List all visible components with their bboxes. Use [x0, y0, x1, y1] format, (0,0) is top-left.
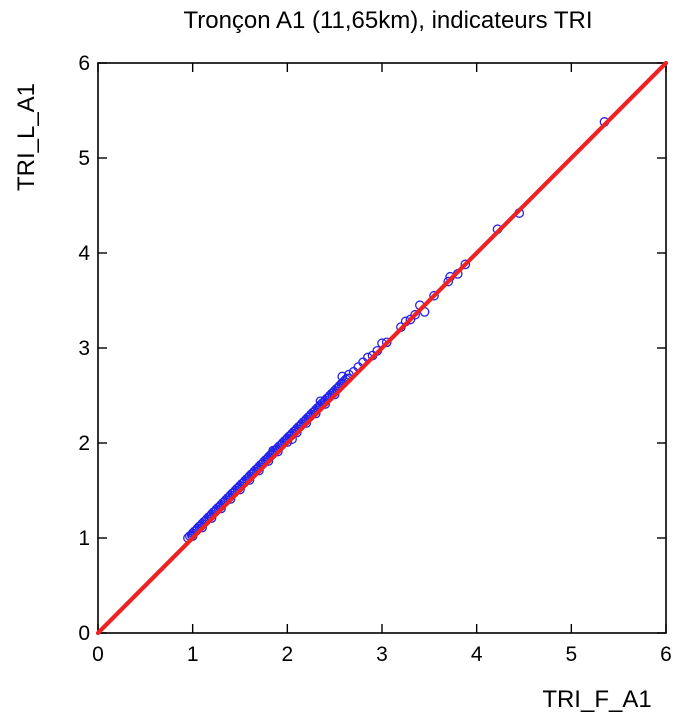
data-point-106 — [225, 494, 236, 504]
axis-ticks: 0 1 2 3 4 5 6 0 1 2 3 4 5 6 — [78, 52, 672, 666]
data-point-103 — [197, 522, 207, 533]
data-point-111 — [273, 446, 283, 457]
x-tick-label: 0 — [92, 643, 104, 666]
data-point-138 — [443, 276, 454, 287]
x-tick-label: 6 — [660, 643, 672, 666]
data-point-141 — [460, 259, 471, 270]
y-tick-label: 2 — [78, 432, 90, 455]
y-tick-label: 4 — [78, 242, 90, 265]
data-point-117 — [329, 389, 340, 400]
data-point-107 — [235, 484, 245, 495]
y-axis-label: TRI_L_A1 — [13, 83, 40, 191]
data-point-116 — [320, 399, 331, 409]
x-tick-label: 1 — [187, 643, 199, 666]
data-point-120 — [315, 396, 326, 407]
data-point-108 — [244, 475, 255, 485]
chart-title: Tronçon A1 (11,65km), indicateurs TRI — [183, 7, 592, 34]
data-point-114 — [301, 418, 312, 428]
x-tick-label: 4 — [471, 643, 483, 666]
data-point-137 — [429, 290, 439, 301]
x-tick-label: 2 — [281, 643, 293, 666]
y-tick-label: 6 — [78, 52, 90, 75]
data-point-115 — [310, 408, 321, 419]
x-tick-label: 5 — [565, 643, 577, 666]
x-tick-label: 3 — [376, 643, 388, 666]
y-tick-label: 3 — [78, 337, 90, 360]
data-point-112 — [282, 437, 293, 447]
y-tick-label: 0 — [78, 622, 90, 645]
data-point-113 — [291, 427, 302, 438]
data-point-134 — [410, 309, 420, 320]
data-point-104 — [206, 513, 217, 523]
y-tick-label: 5 — [78, 147, 90, 170]
x-axis-label: TRI_F_A1 — [542, 686, 651, 713]
data-point-130 — [381, 337, 392, 348]
data-point-121 — [337, 371, 348, 382]
data-point-105 — [216, 503, 226, 514]
y-tick-label: 1 — [78, 527, 90, 550]
data-point-119 — [287, 434, 297, 445]
identity-line — [95, 60, 669, 636]
data-point-109 — [254, 465, 264, 476]
data-point-110 — [263, 456, 274, 466]
